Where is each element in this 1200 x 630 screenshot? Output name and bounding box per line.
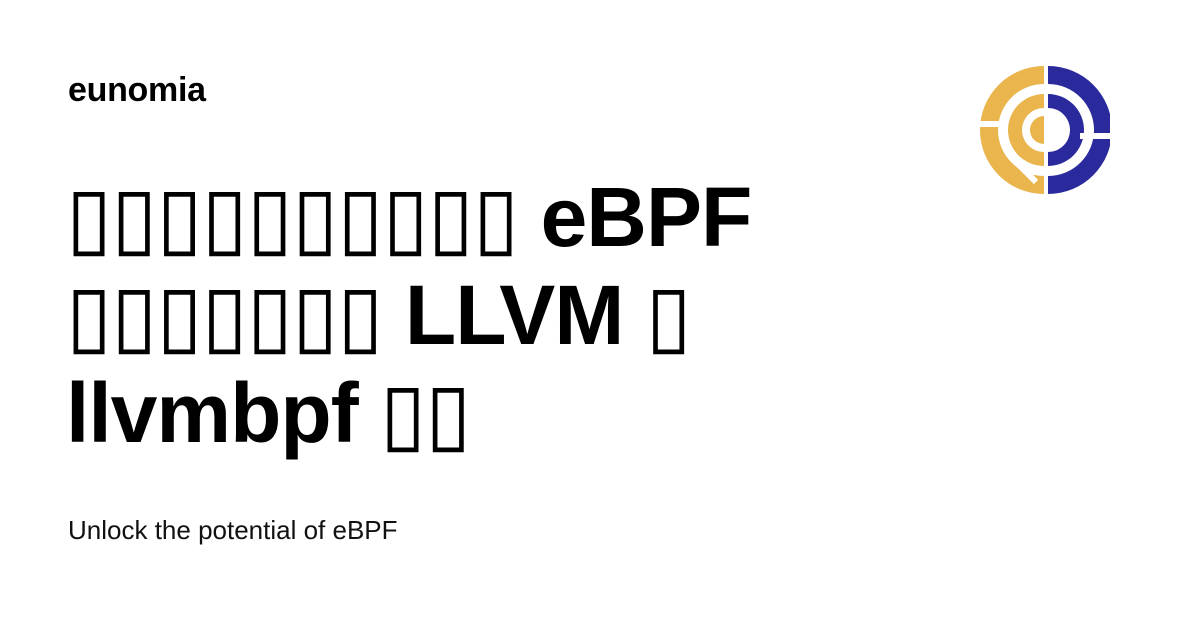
- logo-right-half: [1048, 66, 1110, 194]
- site-name: eunomia: [68, 71, 206, 109]
- headline-line-1: ▯▯▯▯▯▯▯▯▯▯ eBPF: [66, 170, 752, 264]
- eunomia-logo-icon: [978, 66, 1110, 194]
- page-title: ▯▯▯▯▯▯▯▯▯▯ eBPF ▯▯▯▯▯▯▯ LLVM ▯ llvmbpf ▯…: [66, 168, 826, 462]
- tagline: Unlock the potential of eBPF: [68, 515, 398, 545]
- headline-line-2: ▯▯▯▯▯▯▯ LLVM ▯: [66, 268, 692, 362]
- logo-cuts: [978, 121, 1110, 185]
- logo-left-half: [980, 66, 1044, 194]
- headline-line-3: llvmbpf ▯▯: [66, 366, 471, 460]
